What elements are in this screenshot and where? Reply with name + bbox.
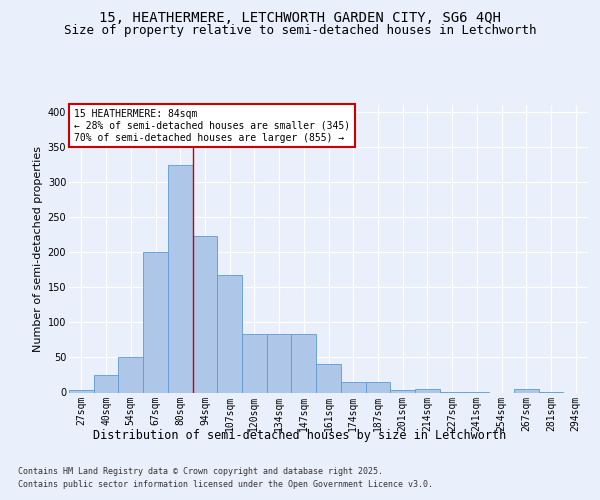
Bar [341,382,365,392]
Text: 15, HEATHERMERE, LETCHWORTH GARDEN CITY, SG6 4QH: 15, HEATHERMERE, LETCHWORTH GARDEN CITY,… [99,11,501,25]
Bar [69,390,94,392]
Text: 15 HEATHERMERE: 84sqm
← 28% of semi-detached houses are smaller (345)
70% of sem: 15 HEATHERMERE: 84sqm ← 28% of semi-deta… [74,110,350,142]
Bar [118,358,143,392]
Bar [168,164,193,392]
Bar [217,274,242,392]
Bar [316,364,341,392]
Text: Contains HM Land Registry data © Crown copyright and database right 2025.: Contains HM Land Registry data © Crown c… [18,467,383,476]
Text: Distribution of semi-detached houses by size in Letchworth: Distribution of semi-detached houses by … [94,428,506,442]
Bar [415,389,440,392]
Y-axis label: Number of semi-detached properties: Number of semi-detached properties [34,146,43,352]
Bar [390,390,415,392]
Bar [292,334,316,392]
Bar [267,334,292,392]
Bar [94,375,118,392]
Bar [365,382,390,392]
Bar [242,334,267,392]
Text: Size of property relative to semi-detached houses in Letchworth: Size of property relative to semi-detach… [64,24,536,37]
Bar [143,252,168,392]
Text: Contains public sector information licensed under the Open Government Licence v3: Contains public sector information licen… [18,480,433,489]
Bar [193,236,217,392]
Bar [514,389,539,392]
